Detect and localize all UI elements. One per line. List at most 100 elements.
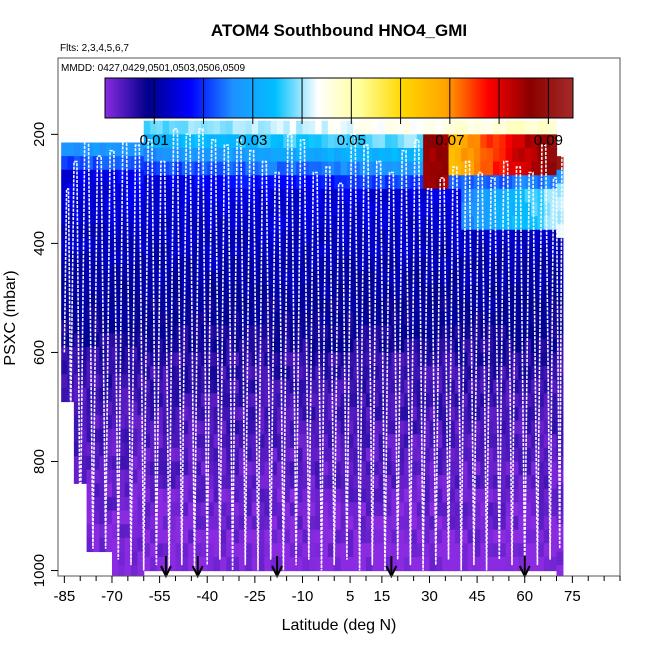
heatmap-cell	[473, 120, 481, 135]
heatmap-cell	[162, 311, 170, 326]
heatmap-cell	[327, 147, 335, 163]
heatmap-cell	[473, 516, 481, 531]
heatmap-cell	[124, 156, 132, 171]
heatmap-cell	[404, 488, 412, 503]
heatmap-cell	[92, 360, 100, 375]
heatmap-cell	[365, 147, 373, 163]
heatmap-cell	[302, 175, 310, 190]
heatmap-cell	[92, 469, 100, 484]
heatmap-cell	[346, 556, 354, 572]
heatmap-cell	[429, 434, 437, 449]
heatmap-cell	[162, 325, 170, 340]
heatmap-cell	[423, 352, 431, 367]
heatmap-cell	[442, 338, 450, 354]
heatmap-cell	[143, 461, 151, 476]
heatmap-cell	[277, 447, 285, 463]
heatmap-cell	[391, 229, 399, 244]
heatmap-cell	[137, 387, 145, 403]
heatmap-cell	[448, 461, 456, 476]
heatmap-cell	[264, 202, 272, 217]
heatmap-cell	[334, 461, 342, 476]
heatmap-cell	[92, 156, 100, 171]
heatmap-cell	[61, 156, 69, 171]
heatmap-cell	[277, 516, 285, 531]
heatmap-cell	[315, 461, 323, 476]
heatmap-cell	[372, 379, 380, 394]
heatmap-cell	[505, 161, 513, 176]
heatmap-cell	[283, 556, 291, 572]
heatmap-cell	[550, 434, 558, 449]
heatmap-cell	[194, 134, 202, 149]
heatmap-cell	[340, 434, 348, 449]
heatmap-cell	[296, 202, 304, 217]
heatmap-cell	[277, 147, 285, 163]
heatmap-cell	[397, 556, 405, 572]
heatmap-cell	[321, 325, 329, 340]
heatmap-cell	[397, 161, 405, 176]
heatmap-cell	[461, 406, 469, 422]
heatmap-cell	[200, 556, 208, 572]
heatmap-cell	[397, 379, 405, 394]
heatmap-cell	[207, 134, 215, 149]
heatmap-cell	[251, 529, 259, 544]
heatmap-cell	[397, 147, 405, 163]
heatmap-cell	[537, 406, 545, 422]
heatmap-cell	[467, 406, 475, 422]
heatmap-cell	[162, 188, 170, 204]
heatmap-cell	[226, 175, 234, 190]
heatmap-cell	[442, 406, 450, 422]
heatmap-cell	[270, 488, 278, 503]
heatmap-cell	[492, 379, 500, 394]
heatmap-cell	[531, 202, 539, 217]
heatmap-cell	[315, 543, 323, 558]
heatmap-cell	[448, 352, 456, 367]
heatmap-cell	[283, 516, 291, 531]
heatmap-cell	[531, 216, 539, 231]
heatmap-cell	[429, 502, 437, 517]
heatmap-cell	[156, 147, 164, 163]
heatmap-cell	[61, 183, 69, 198]
dates-label: MMDD: 0427,0429,0501,0503,0506,0509	[61, 63, 245, 74]
heatmap-cell	[245, 406, 253, 422]
heatmap-cell	[131, 169, 138, 185]
heatmap-cell	[429, 516, 437, 531]
heatmap-cell	[359, 311, 367, 326]
heatmap-cell	[188, 366, 196, 381]
heatmap-cell	[512, 352, 519, 367]
heatmap-cell	[143, 516, 151, 531]
heatmap-cell	[397, 447, 405, 463]
heatmap-cell	[200, 529, 208, 544]
heatmap-cell	[391, 216, 399, 231]
heatmap-cell	[137, 456, 145, 471]
heatmap-cell	[86, 156, 94, 171]
heatmap-cell	[86, 183, 94, 198]
heatmap-cell	[169, 134, 177, 149]
heatmap-cell	[327, 188, 335, 204]
heatmap-cell	[454, 461, 462, 476]
heatmap-cell	[454, 202, 462, 217]
heatmap-cell	[499, 147, 507, 163]
heatmap-cell	[296, 475, 304, 490]
heatmap-cell	[181, 556, 189, 572]
heatmap-cell	[92, 224, 100, 239]
heatmap-cell	[385, 420, 392, 435]
heatmap-cell	[111, 401, 119, 416]
heatmap-cell	[467, 434, 475, 449]
heatmap-cell	[143, 447, 151, 463]
heatmap-cell	[277, 379, 285, 394]
heatmap-cell	[518, 216, 526, 231]
heatmap-cell	[499, 134, 507, 149]
heatmap-cell	[124, 469, 132, 484]
heatmap-cell	[169, 352, 177, 367]
heatmap-cell	[315, 284, 323, 299]
heatmap-cell	[423, 543, 431, 558]
heatmap-cell	[359, 502, 367, 517]
heatmap-cell	[277, 502, 285, 517]
heatmap-cell	[264, 366, 272, 381]
heatmap-cell	[150, 325, 158, 340]
heatmap-cell	[327, 161, 335, 176]
heatmap-cell	[251, 488, 259, 503]
heatmap-cell	[181, 134, 189, 149]
heatmap-cell	[499, 325, 507, 340]
heatmap-cell	[327, 475, 335, 490]
